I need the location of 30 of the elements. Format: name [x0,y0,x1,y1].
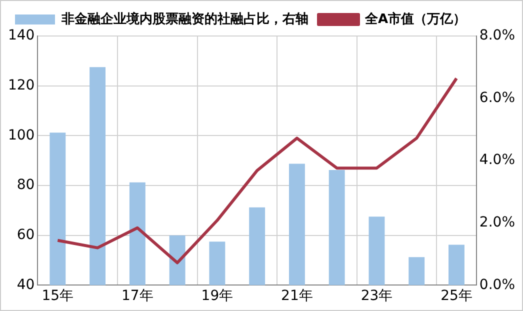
bar [209,242,226,286]
x-tick-label: 23年 [360,288,393,304]
bar [328,170,345,286]
y-tick-label: 40 [16,276,35,293]
y2-tick-label: 4.0% [479,152,516,168]
x-tick-label: 17年 [122,288,154,304]
y2-tick-label: 6.0% [479,90,516,106]
bar [408,257,425,286]
bar [50,132,66,286]
y2-tick-label: 2.0% [479,214,516,231]
legend-label: 全A市值（万亿） [364,10,466,27]
y-tick-label: 60 [16,227,35,243]
y2-tick-label: 8.0% [479,28,516,44]
x-tick-label: 15年 [42,288,74,304]
x-tick-label: 25年 [440,288,472,304]
bar [368,216,385,286]
bar [288,164,305,286]
bar [448,244,464,286]
y2-tick-label: 0.0% [479,276,516,293]
bar [169,235,186,286]
bar [249,207,266,286]
y-tick-label: 120 [8,77,35,94]
y-tick-label: 140 [8,28,35,44]
bar [129,182,146,286]
y-tick-label: 100 [8,127,35,144]
x-tick-label: 19年 [201,288,234,304]
legend-label: 非金融企业境内股票融资的社融占比，右轴 [60,10,308,27]
x-tick-label: 21年 [281,288,313,304]
bar [90,67,106,286]
y-tick-label: 80 [16,177,35,194]
